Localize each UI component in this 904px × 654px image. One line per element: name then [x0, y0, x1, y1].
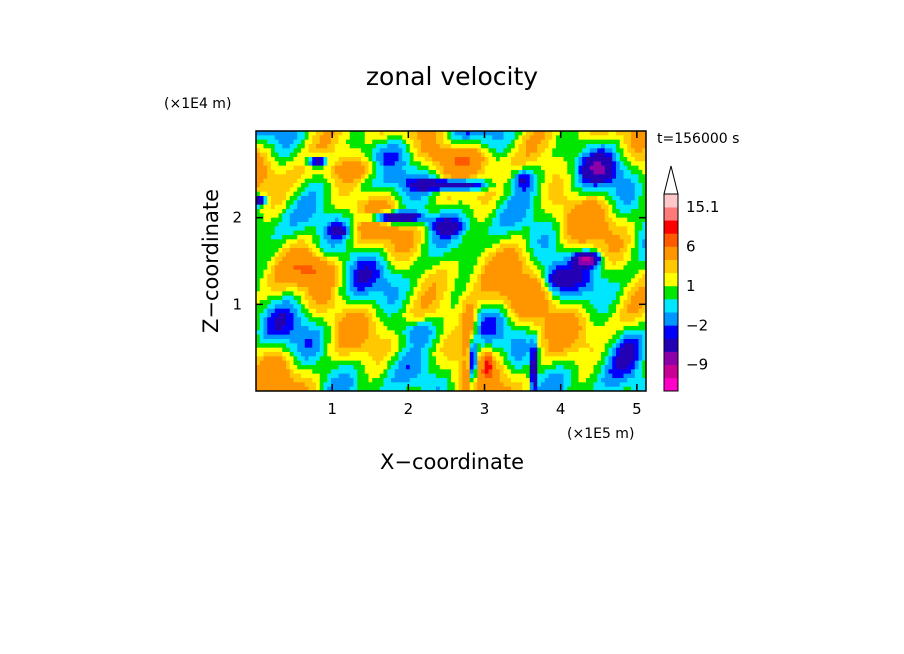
colorbar-extend-arrow [663, 165, 679, 195]
colorbar-label: 6 [686, 238, 696, 256]
colorbar-swatch [664, 338, 678, 352]
colorbar-swatch [664, 233, 678, 247]
colorbar-swatch [664, 351, 678, 366]
colorbar-swatch [664, 312, 678, 326]
colorbar-label: 1 [686, 277, 696, 295]
x-tick-label: 3 [480, 400, 490, 418]
colorbar-swatch [664, 299, 678, 313]
colorbar-swatch [664, 194, 678, 208]
colorbar-swatch [664, 364, 678, 379]
colorbar-swatch [664, 377, 678, 392]
colorbar-label: −9 [686, 356, 708, 374]
y-unit-label: (×1E4 m) [164, 96, 231, 112]
x-axis-title: X−coordinate [380, 450, 524, 474]
x-tick-label: 2 [404, 400, 414, 418]
colorbar-swatch [664, 272, 678, 287]
x-tick-label: 1 [327, 400, 337, 418]
x-axis-ticks: 1 2 3 4 5 [327, 131, 642, 418]
y-axis-ticks: 12 [232, 209, 646, 313]
x-unit-label: (×1E5 m) [567, 426, 634, 442]
time-label: t=156000 s [657, 131, 739, 147]
plot-frame [255, 130, 647, 392]
y-tick-label: 1 [232, 295, 242, 313]
colorbar-swatch [664, 285, 678, 300]
colorbar-swatch [664, 207, 678, 221]
velocity-field [256, 131, 646, 391]
x-tick-label: 5 [632, 400, 642, 418]
colorbar-swatch [664, 246, 678, 260]
colorbar-swatch [664, 220, 678, 234]
colorbar-swatch [664, 325, 678, 339]
x-tick-label: 4 [556, 400, 566, 418]
y-tick-label: 2 [232, 209, 242, 227]
colorbar-label: 15.1 [686, 198, 719, 216]
colorbar-label: −2 [686, 316, 708, 334]
colorbar: 15.1 6 1 −2 −9 [663, 165, 719, 392]
y-axis-title: Z−coordinate [199, 189, 223, 333]
colorbar-swatch [664, 259, 678, 274]
chart-title: zonal velocity [366, 62, 538, 91]
